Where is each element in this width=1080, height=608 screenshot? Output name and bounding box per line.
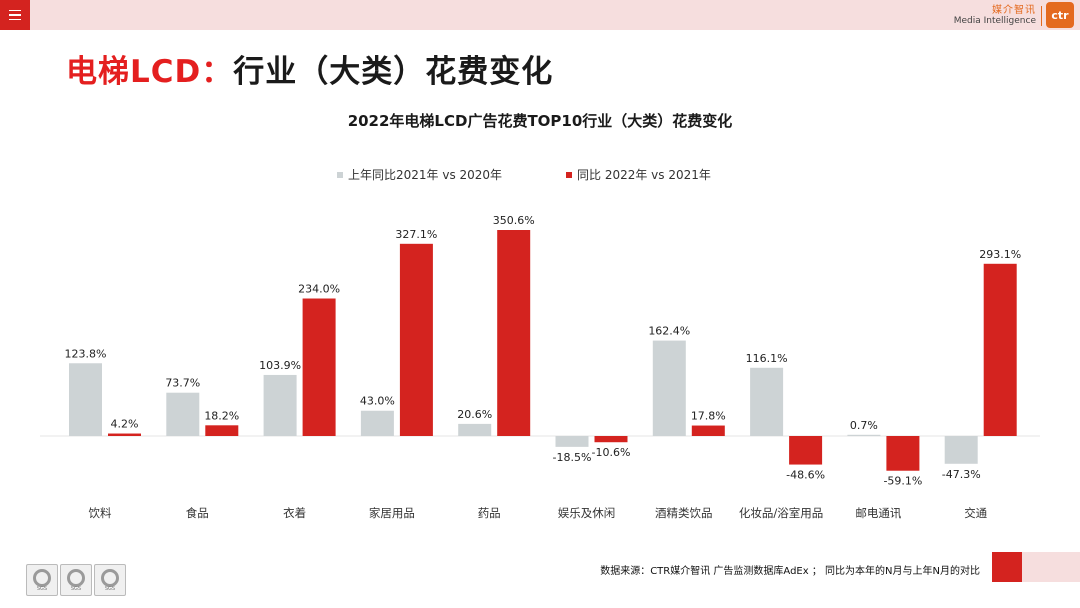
data-label-series1: 162.4% xyxy=(648,325,690,338)
bar-series2 xyxy=(205,425,239,436)
page-title-black: 行业（大类）花费变化 xyxy=(233,54,554,90)
bar-series2 xyxy=(691,425,725,436)
page-title-red: 电梯LCD： xyxy=(66,54,234,90)
source-note: 数据来源：CTR媒介智讯 广告监测数据库AdEx ； 同比为本年的N月与上年N月… xyxy=(600,566,980,577)
data-label-series2: -48.6% xyxy=(786,469,825,482)
category-label: 邮电通讯 xyxy=(855,506,901,520)
brand-en: Media Intelligence xyxy=(953,15,1036,26)
ctr-logo-icon: ctr xyxy=(1046,2,1074,28)
bar-series1 xyxy=(69,363,102,436)
legend-swatch-series2 xyxy=(566,171,572,178)
bar-series2 xyxy=(594,436,628,443)
data-label-series1: 123.8% xyxy=(65,347,107,360)
data-label-series2: 18.2% xyxy=(204,409,239,422)
legend-swatch-series1 xyxy=(337,171,343,178)
category-label: 娱乐及休闲 xyxy=(558,506,616,520)
bar-series1 xyxy=(944,436,978,464)
bar-series1 xyxy=(847,434,881,436)
data-label-series2: 234.0% xyxy=(298,283,340,296)
category-label: 交通 xyxy=(964,506,987,520)
bar-series2 xyxy=(886,436,920,471)
bar-series2 xyxy=(302,298,336,436)
brand-text: 媒介智讯 Media Intelligence xyxy=(953,5,1036,26)
sgs-badge-label: SGS xyxy=(70,585,82,592)
legend-label-series2: 同比 2022年 vs 2021年 xyxy=(577,168,711,182)
data-label-series1: 103.9% xyxy=(259,359,301,372)
legend-item-series2: 同比 2022年 vs 2021年 xyxy=(566,166,711,183)
chart-title: 2022年电梯LCD广告花费TOP10行业（大类）花费变化 xyxy=(347,112,733,130)
data-label-series2: 350.6% xyxy=(493,214,535,227)
data-label-series2: -59.1% xyxy=(883,475,922,488)
bar-series2 xyxy=(497,230,531,436)
top-bar xyxy=(0,0,1080,30)
bar-series1 xyxy=(555,436,589,447)
footer-block-red xyxy=(992,552,1022,582)
category-label: 衣着 xyxy=(283,506,306,520)
bar-series1 xyxy=(458,423,492,436)
data-label-series2: -10.6% xyxy=(592,446,631,459)
bar-series1 xyxy=(166,392,200,436)
brand-cn: 媒介智讯 xyxy=(992,5,1036,16)
bar-series1 xyxy=(652,340,686,436)
bar-series1 xyxy=(360,410,394,436)
data-label-series2: 293.1% xyxy=(979,248,1021,261)
data-label-series1: 0.7% xyxy=(850,419,878,432)
data-label-series1: 116.1% xyxy=(746,352,788,365)
sgs-badge-icon: SGS xyxy=(94,564,126,596)
category-label: 饮料 xyxy=(89,506,112,520)
sgs-badge-label: SGS xyxy=(36,585,48,592)
category-label: 药品 xyxy=(478,506,501,520)
data-label-series1: 20.6% xyxy=(457,408,492,421)
data-label-series2: 4.2% xyxy=(111,418,139,431)
data-label-series2: 17.8% xyxy=(691,410,726,423)
category-label: 家居用品 xyxy=(369,506,415,520)
page-title: 电梯LCD：行业（大类）花费变化 xyxy=(66,46,553,91)
data-label-series1: 73.7% xyxy=(165,377,200,390)
data-label-series2: 327.1% xyxy=(395,228,437,241)
footer-block-pink xyxy=(1022,552,1080,582)
legend-label-series1: 上年同比2021年 vs 2020年 xyxy=(348,168,503,182)
data-label-series1: -18.5% xyxy=(553,451,592,464)
bar-series2 xyxy=(789,436,823,465)
sgs-badge-label: SGS xyxy=(104,585,116,592)
bar-series2 xyxy=(983,263,1017,436)
sgs-badge-icon: SGS xyxy=(26,564,58,596)
data-label-series1: -47.3% xyxy=(942,468,981,481)
bar-series1 xyxy=(750,367,784,436)
bar-series2 xyxy=(108,433,141,436)
brand-divider xyxy=(1041,6,1042,26)
legend-item-series1: 上年同比2021年 vs 2020年 xyxy=(337,166,502,183)
sgs-badges: SGS SGS SGS xyxy=(26,564,126,596)
category-label: 食品 xyxy=(186,506,209,520)
category-label: 化妆品/浴室用品 xyxy=(739,506,823,520)
category-label: 酒精类饮品 xyxy=(655,506,713,520)
bar-series1 xyxy=(263,374,297,436)
sgs-badge-icon: SGS xyxy=(60,564,92,596)
bar-series2 xyxy=(399,243,433,436)
data-label-series1: 43.0% xyxy=(360,395,395,408)
menu-icon[interactable] xyxy=(0,0,30,30)
